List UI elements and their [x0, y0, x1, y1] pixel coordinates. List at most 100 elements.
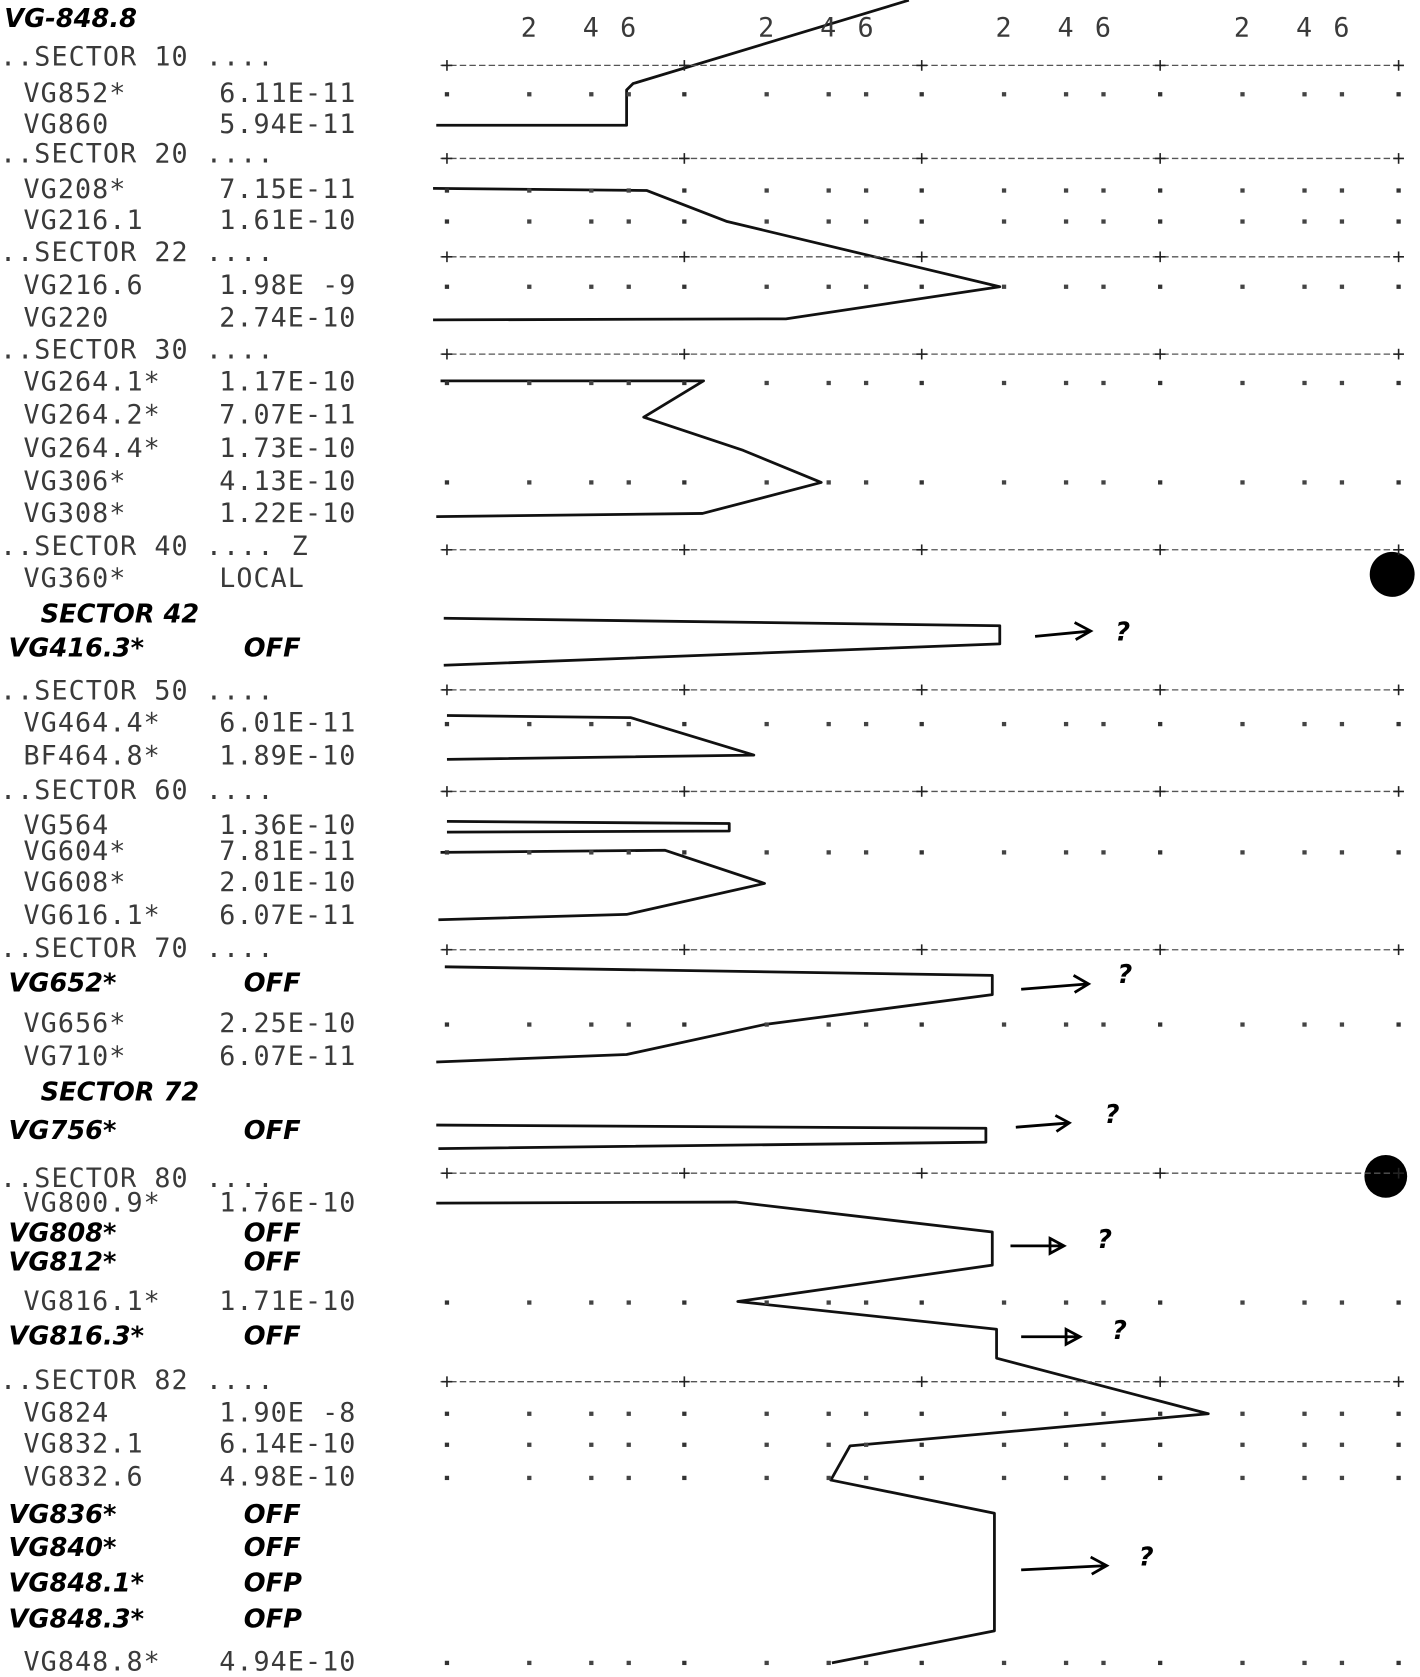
- grid-dot: [445, 381, 449, 385]
- question-mark: ?: [1139, 1543, 1154, 1573]
- grid-dot: [765, 1300, 769, 1304]
- grid-dot: [1101, 219, 1105, 223]
- grid-dot: [920, 188, 924, 192]
- grid-dot: [1396, 285, 1400, 289]
- gauge-value: OFF: [244, 1116, 301, 1146]
- grid-dot: [864, 188, 868, 192]
- sector-header: ..SECTOR 50 ....: [0, 676, 275, 707]
- grid-dot: [1340, 1412, 1344, 1416]
- grid-dot: [920, 1476, 924, 1480]
- grid-dot: [1240, 285, 1244, 289]
- scale-label: 4: [583, 13, 600, 44]
- gauge-value: 4.98E-10: [219, 1461, 356, 1492]
- grid-dot: [527, 188, 531, 192]
- grid-dot: [1064, 1412, 1068, 1416]
- grid-dot: [1396, 1300, 1400, 1304]
- grid-dot: [1158, 92, 1162, 96]
- grid-dot: [589, 480, 593, 484]
- grid-dot: [1101, 1476, 1105, 1480]
- grid-dot: [445, 1300, 449, 1304]
- question-mark: ?: [1115, 618, 1130, 648]
- grid-dot: [920, 1661, 924, 1665]
- grid-dot: [827, 381, 831, 385]
- grid-dot: [1064, 285, 1068, 289]
- grid-dot: [827, 1412, 831, 1416]
- grid-dot: [1240, 1022, 1244, 1026]
- grid-dot: [1240, 1443, 1244, 1447]
- grid-dot: [765, 1661, 769, 1665]
- scale-label: 4: [820, 13, 837, 44]
- grid-dot: [1158, 1412, 1162, 1416]
- gauge-label: VG852*: [24, 78, 127, 109]
- grid-dot: [682, 285, 686, 289]
- grid-dot: [827, 219, 831, 223]
- grid-dot: [445, 188, 449, 192]
- grid-dot: [765, 92, 769, 96]
- punch-hole: [1370, 552, 1415, 597]
- gauge-value: LOCAL: [219, 563, 305, 594]
- gauge-value: 6.14E-10: [219, 1428, 356, 1459]
- grid-dot: [765, 850, 769, 854]
- grid-dot: [1340, 850, 1344, 854]
- grid-dot: [1396, 1476, 1400, 1480]
- gauge-value: 2.25E-10: [219, 1008, 356, 1039]
- grid-dot: [1240, 850, 1244, 854]
- grid-dot: [864, 1022, 868, 1026]
- grid-dot: [627, 1022, 631, 1026]
- trace: [447, 821, 729, 832]
- grid-dot: [827, 1443, 831, 1447]
- gauge-label: VG464.4*: [24, 708, 161, 739]
- grid-dot: [1158, 188, 1162, 192]
- gauge-value: 6.01E-11: [219, 708, 356, 739]
- gauge-label: VG216.1: [24, 205, 144, 236]
- gauge-value: 7.07E-11: [219, 400, 356, 431]
- gauge-label: BF464.8*: [24, 741, 161, 772]
- gauge-label: VG808*: [9, 1219, 117, 1249]
- grid-dot: [1302, 1476, 1306, 1480]
- grid-dot: [1002, 92, 1006, 96]
- grid-dot: [527, 1412, 531, 1416]
- grid-dot: [864, 722, 868, 726]
- gauge-value: OFF: [244, 968, 301, 998]
- gauge-label: VG308*: [24, 498, 127, 529]
- grid-dot: [527, 480, 531, 484]
- grid-dot: [1002, 188, 1006, 192]
- grid-dot: [589, 1022, 593, 1026]
- grid-dot: [627, 722, 631, 726]
- grid-dot: [1302, 1022, 1306, 1026]
- grid-dot: [445, 1661, 449, 1665]
- grid-dot: [920, 381, 924, 385]
- grid-dot: [765, 1476, 769, 1480]
- grid-dot: [445, 1476, 449, 1480]
- scale-label: 6: [858, 13, 875, 44]
- gauge-value: OFF: [244, 1248, 301, 1278]
- sector-header: SECTOR 42: [41, 600, 200, 630]
- grid-dot: [589, 92, 593, 96]
- arrow: [1010, 1238, 1063, 1253]
- grid-dot: [1396, 850, 1400, 854]
- grid-dot: [827, 285, 831, 289]
- grid-dot: [445, 722, 449, 726]
- page-title: VG-848.8: [4, 4, 137, 34]
- gauge-label: VG608*: [24, 867, 127, 898]
- arrow: [1021, 1329, 1080, 1344]
- grid-dot: [589, 850, 593, 854]
- grid-dot: [1302, 92, 1306, 96]
- question-mark: ?: [1105, 1100, 1120, 1130]
- grid-dot: [1340, 285, 1344, 289]
- scale-label: 6: [620, 13, 637, 44]
- grid-dot: [1064, 92, 1068, 96]
- gauge-label: VG840*: [9, 1533, 117, 1563]
- grid-dot: [1158, 1443, 1162, 1447]
- grid-dot: [1396, 1661, 1400, 1665]
- trace: [444, 618, 1000, 665]
- scale-label: 6: [1095, 13, 1112, 44]
- scale-label: 2: [758, 13, 775, 44]
- grid-dot: [589, 219, 593, 223]
- arrow: [1016, 1115, 1069, 1131]
- grid-dot: [1340, 1022, 1344, 1026]
- grid-dot: [1158, 381, 1162, 385]
- gauge-value: 1.22E-10: [219, 498, 356, 529]
- grid-dot: [627, 92, 631, 96]
- grid-dot: [527, 850, 531, 854]
